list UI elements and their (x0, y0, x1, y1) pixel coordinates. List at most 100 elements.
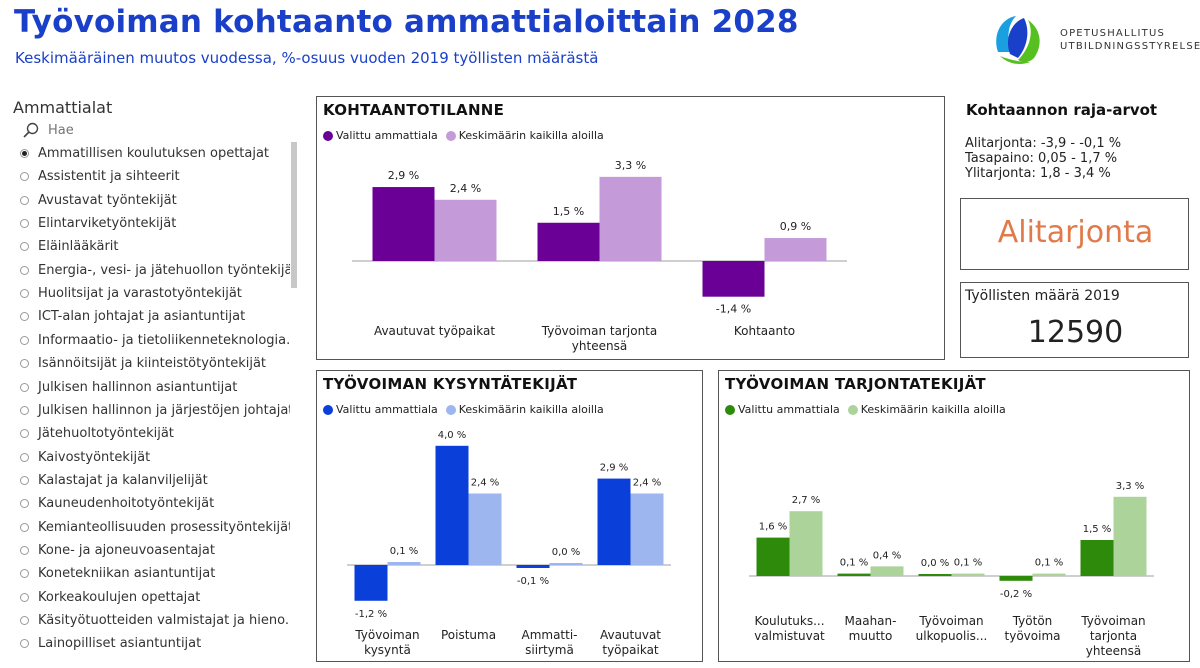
bar-selected[interactable] (918, 574, 952, 576)
radio-button[interactable] (20, 289, 29, 299)
radio-button[interactable] (20, 195, 29, 205)
occupation-item[interactable]: Eläinlääkärit (20, 235, 290, 258)
bar-average[interactable] (630, 493, 664, 565)
data-label: 2,9 % (388, 169, 419, 182)
occupation-item[interactable]: Kone- ja ajoneuvoasentajat (20, 539, 290, 562)
occupation-item[interactable]: Lainopilliset asiantuntijat (20, 632, 290, 655)
radio-button[interactable] (20, 569, 29, 579)
legend-label-selected[interactable]: Valittu ammattiala (738, 403, 840, 416)
occupation-item[interactable]: Julkisen hallinnon ja järjestöjen johtaj… (20, 399, 290, 422)
occupation-label: Kaivostyöntekijät (38, 449, 151, 465)
occupation-item[interactable]: Käsityötuotteiden valmistajat ja hieno..… (20, 609, 290, 632)
data-label: 0,1 % (390, 546, 419, 557)
occupation-item[interactable]: Elintarviketyöntekijät (20, 212, 290, 235)
radio-button[interactable] (20, 545, 29, 555)
occupation-item[interactable]: Korkeakoulujen opettajat (20, 586, 290, 609)
legend-dot (847, 404, 858, 415)
legend-label-selected[interactable]: Valittu ammattiala (336, 129, 438, 142)
data-label: 3,3 % (1116, 481, 1145, 492)
occupation-item[interactable]: Avustavat työntekijät (20, 189, 290, 212)
bar-selected[interactable] (597, 478, 631, 565)
radio-button[interactable] (20, 359, 29, 369)
legend-label-average[interactable]: Keskimäärin kaikilla aloilla (458, 129, 604, 142)
bar-selected[interactable] (516, 565, 550, 568)
bar-average[interactable] (1113, 496, 1147, 576)
radio-button[interactable] (20, 429, 29, 439)
occupation-item[interactable]: Kemianteollisuuden prosessityöntekijät (20, 516, 290, 539)
bar-average[interactable] (434, 199, 497, 261)
radio-button[interactable] (20, 382, 29, 392)
legend-label-average[interactable]: Keskimäärin kaikilla aloilla (458, 403, 604, 416)
category-label: Ammatti- (521, 628, 577, 642)
radio-button[interactable] (20, 499, 29, 509)
bar-selected[interactable] (999, 576, 1033, 581)
slicer-scrollbar[interactable] (291, 142, 297, 288)
radio-button[interactable] (20, 149, 29, 158)
occupation-item[interactable]: Julkisen hallinnon asiantuntijat (20, 376, 290, 399)
data-label: -1,2 % (355, 609, 387, 620)
workers-label: Työllisten määrä 2019 (965, 288, 1120, 304)
radio-button[interactable] (20, 265, 29, 275)
category-label: Työtön (1012, 614, 1053, 628)
radio-button[interactable] (20, 405, 29, 415)
bar-selected[interactable] (435, 445, 469, 565)
radio-button[interactable] (20, 335, 29, 345)
radio-button[interactable] (20, 639, 29, 649)
radio-button[interactable] (20, 312, 29, 322)
bar-average[interactable] (549, 563, 583, 565)
occupation-item[interactable]: Kauneudenhoitotyöntekijät (20, 492, 290, 515)
bar-selected[interactable] (1080, 540, 1114, 576)
bar-average[interactable] (1032, 573, 1066, 576)
radio-button[interactable] (20, 242, 29, 252)
occupation-label: Eläinlääkärit (38, 239, 119, 255)
occupation-item[interactable]: Energia-, vesi- ja jätehuollon työntekij… (20, 259, 290, 282)
data-label: 2,4 % (633, 477, 662, 488)
bar-average[interactable] (468, 493, 502, 565)
radio-button[interactable] (20, 522, 29, 532)
occupation-item[interactable]: Isännöitsijät ja kiinteistötyöntekijät (20, 352, 290, 375)
data-label: -0,2 % (1000, 589, 1032, 600)
occupation-item[interactable]: Konetekniikan asiantuntijat (20, 562, 290, 585)
occupation-item[interactable]: Huolitsijat ja varastotyöntekijät (20, 282, 290, 305)
category-label: yhteensä (572, 339, 627, 353)
radio-button[interactable] (20, 172, 29, 182)
category-label: Työvoiman tarjonta (541, 324, 657, 338)
radio-button[interactable] (20, 592, 29, 602)
occupation-item[interactable]: Jätehuoltotyöntekijät (20, 422, 290, 445)
bar-average[interactable] (764, 238, 827, 261)
occupation-label: ICT-alan johtajat ja asiantuntijat (38, 309, 246, 325)
search-input[interactable] (48, 121, 278, 139)
occupation-item[interactable]: Informaatio- ja tietoliikenneteknologia.… (20, 329, 290, 352)
bar-selected[interactable] (837, 573, 871, 576)
bar-average[interactable] (951, 573, 985, 576)
occupation-item[interactable]: Ammatillisen koulutuksen opettajat (20, 142, 290, 165)
radio-button[interactable] (20, 475, 29, 485)
occupation-item[interactable]: Kaivostyöntekijät (20, 446, 290, 469)
radio-button[interactable] (20, 616, 29, 625)
bar-average[interactable] (870, 566, 904, 576)
bar-average[interactable] (599, 176, 662, 261)
bar-selected[interactable] (537, 222, 600, 261)
bar-selected[interactable] (372, 187, 435, 261)
legend-label-average[interactable]: Keskimäärin kaikilla aloilla (860, 403, 1006, 416)
category-label: valmistuvat (754, 629, 825, 643)
occupation-item[interactable]: ICT-alan johtajat ja asiantuntijat (20, 305, 290, 328)
bar-average[interactable] (387, 562, 421, 565)
occupation-list: Ammatillisen koulutuksen opettajat Assist… (20, 142, 290, 657)
occupation-item[interactable]: Assistentit ja sihteerit (20, 165, 290, 188)
occupation-item[interactable]: Kalastajat ja kalanviljelijät (20, 469, 290, 492)
occupation-label: Konetekniikan asiantuntijat (38, 566, 216, 582)
bar-selected[interactable] (354, 565, 388, 601)
threshold-undersupply: Alitarjonta: -3,9 - -0,1 % (965, 136, 1122, 151)
radio-button[interactable] (20, 452, 29, 462)
bar-selected[interactable] (756, 537, 790, 576)
search-icon[interactable] (22, 121, 40, 139)
category-label: Avautuvat työpaikat (374, 324, 495, 338)
bar-selected[interactable] (702, 261, 765, 297)
bar-average[interactable] (789, 511, 823, 576)
kohtaanto-chart: 2,9 % 2,4 % Avautuvat työpaikat 1,5 % 3,3 % T… (352, 159, 847, 353)
legend-dot (725, 404, 735, 415)
radio-button[interactable] (20, 219, 29, 229)
legend-label-selected[interactable]: Valittu ammattiala (336, 403, 438, 416)
workers-card: Työllisten määrä 2019 12590 (960, 282, 1189, 358)
